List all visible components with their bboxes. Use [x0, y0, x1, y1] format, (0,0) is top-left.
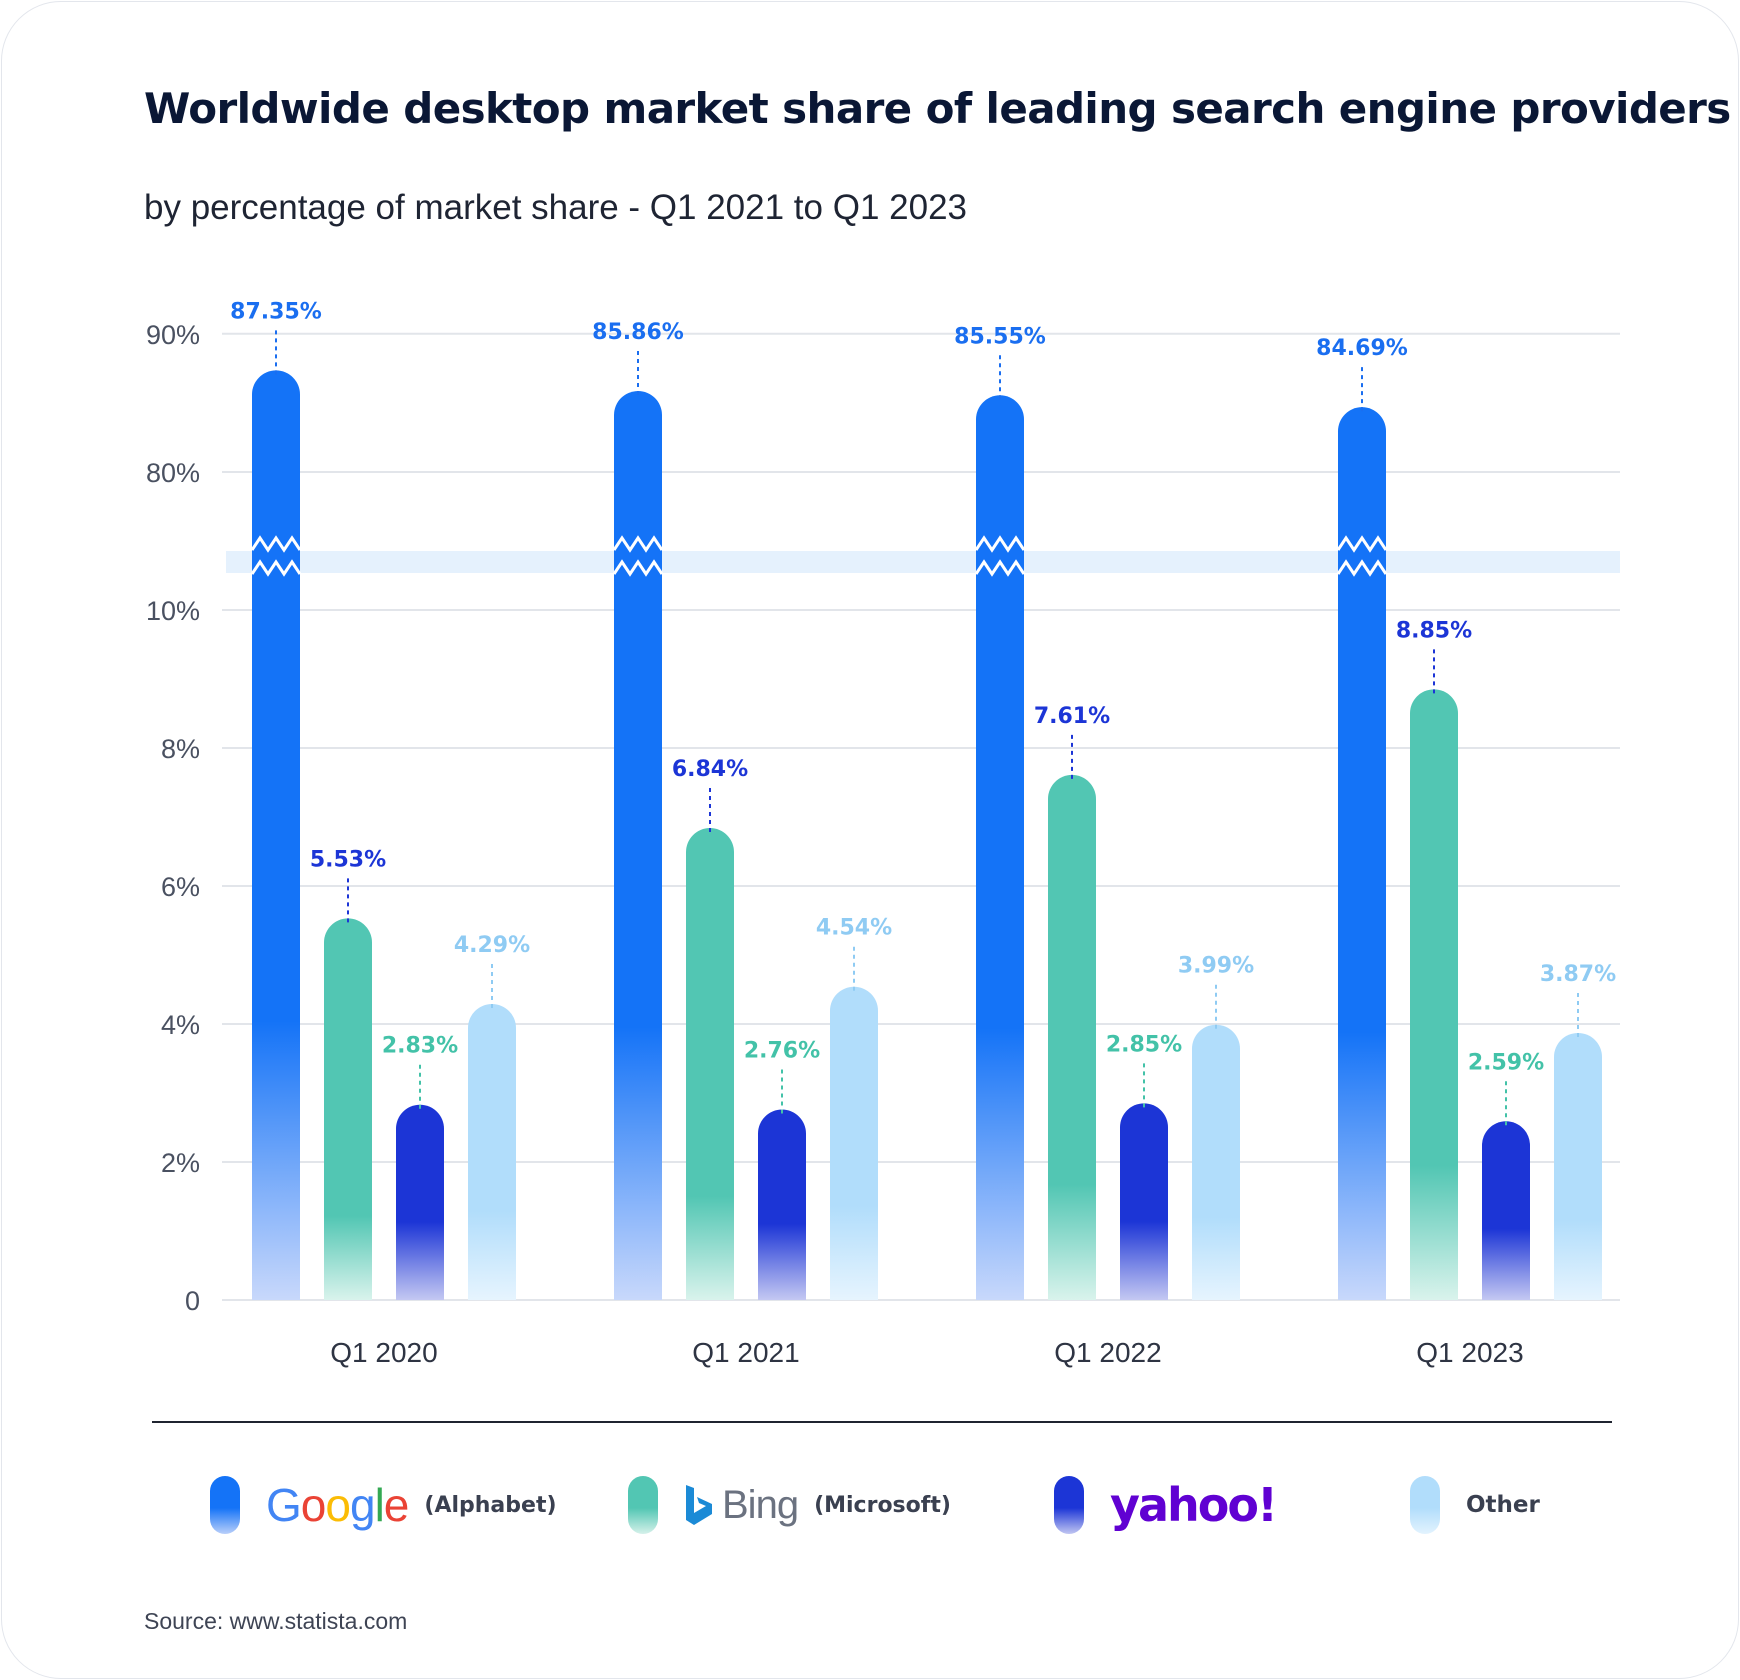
chart-subtitle: by percentage of market share - Q1 2021 … [144, 188, 967, 227]
value-label-google-q1-2022: 85.55% [954, 324, 1046, 349]
bar-yahoo-q1-2023 [1482, 1121, 1530, 1300]
legend-swatch-bing [628, 1476, 658, 1534]
legend-swatch-google [210, 1476, 240, 1534]
gridlines [222, 332, 1620, 1301]
legend: Google (Alphabet) Bing (Microsoft) yahoo… [0, 1470, 1740, 1540]
y-tick-label: 2% [161, 1148, 200, 1178]
value-labels: 87.35% 5.53% 2.83% 4.29% 85.86% 6.84% 2.76% 4.5… [230, 299, 1616, 1128]
axis-break-mark [612, 535, 664, 553]
bar-yahoo-q1-2020 [396, 1104, 444, 1300]
x-tick-q1-2022: Q1 2022 [1054, 1337, 1161, 1368]
bar-bing-q1-2023 [1410, 689, 1458, 1300]
axis-break-mark [974, 559, 1026, 577]
value-label-other-q1-2020: 4.29% [454, 933, 530, 958]
bar-google-q1-2022 [976, 395, 1024, 1300]
legend-item-google: Google (Alphabet) [210, 1470, 557, 1540]
x-tick-q1-2020: Q1 2020 [330, 1337, 437, 1368]
value-label-other-q1-2021: 4.54% [816, 916, 892, 941]
bar-other-q1-2021 [830, 986, 878, 1300]
x-tick-q1-2021: Q1 2021 [692, 1337, 799, 1368]
value-label-bing-q1-2023: 8.85% [1396, 618, 1472, 643]
value-label-google-q1-2023: 84.69% [1316, 336, 1408, 361]
value-label-bing-q1-2020: 5.53% [310, 847, 386, 872]
bar-yahoo-q1-2021 [758, 1109, 806, 1300]
y-tick-label: 10% [146, 596, 200, 626]
bar-google-q1-2020 [252, 370, 300, 1301]
y-tick-label: 90% [146, 320, 200, 350]
bar-google-q1-2023 [1338, 407, 1386, 1300]
value-label-yahoo-q1-2021: 2.76% [744, 1039, 820, 1064]
legend-item-other: Other [1410, 1470, 1540, 1540]
yahoo-logo: yahoo! [1110, 1478, 1278, 1532]
legend-divider [152, 1421, 1612, 1423]
chart-title: Worldwide desktop market share of leadin… [144, 84, 1731, 133]
value-label-bing-q1-2021: 6.84% [672, 757, 748, 782]
value-label-other-q1-2022: 3.99% [1178, 954, 1254, 979]
bar-bing-q1-2021 [686, 828, 734, 1300]
google-logo: Google [266, 1479, 409, 1531]
bar-yahoo-q1-2022 [1120, 1103, 1168, 1300]
bar-other-q1-2023 [1554, 1032, 1602, 1300]
legend-swatch-other [1410, 1476, 1440, 1534]
value-label-other-q1-2023: 3.87% [1540, 962, 1616, 987]
legend-label-other: Other [1466, 1492, 1540, 1518]
axis-break-mark [974, 535, 1026, 553]
bars [250, 370, 1602, 1301]
x-axis-ticks: Q1 2020 Q1 2021 Q1 2022 Q1 2023 [330, 1337, 1523, 1368]
axis-break-mark [1336, 535, 1388, 553]
axis-break-mark [250, 559, 302, 577]
axis-break-mark [612, 559, 664, 577]
bar-chart: 0 2% 4% 6% 8% 10% 80% 90% 87.35% 5.53% 2.83% 4.29%… [146, 299, 1620, 1368]
bar-bing-q1-2022 [1048, 774, 1096, 1300]
legend-item-bing: Bing (Microsoft) [628, 1470, 951, 1540]
value-label-google-q1-2020: 87.35% [230, 299, 322, 324]
y-tick-label: 6% [161, 872, 200, 902]
x-tick-q1-2023: Q1 2023 [1416, 1337, 1523, 1368]
value-label-yahoo-q1-2023: 2.59% [1468, 1050, 1544, 1075]
bar-other-q1-2020 [468, 1003, 516, 1300]
y-tick-label: 4% [161, 1010, 200, 1040]
value-label-yahoo-q1-2020: 2.83% [382, 1034, 458, 1059]
y-axis-ticks: 0 2% 4% 6% 8% 10% 80% 90% [146, 320, 200, 1316]
bing-icon [686, 1485, 712, 1525]
bar-bing-q1-2020 [324, 918, 372, 1300]
y-tick-label: 8% [161, 734, 200, 764]
bar-google-q1-2021 [614, 391, 662, 1300]
legend-sub-google: (Alphabet) [424, 1492, 557, 1518]
axis-break-band [226, 551, 1620, 573]
axis-break-mark [250, 535, 302, 553]
bar-other-q1-2022 [1192, 1024, 1240, 1300]
y-tick-label: 0 [185, 1286, 200, 1316]
axis-break-mark [1336, 559, 1388, 577]
legend-swatch-yahoo [1054, 1476, 1084, 1534]
value-label-yahoo-q1-2022: 2.85% [1106, 1032, 1182, 1057]
source-note: Source: www.statista.com [144, 1608, 408, 1634]
y-tick-label: 80% [146, 458, 200, 488]
value-label-google-q1-2021: 85.86% [592, 320, 684, 345]
legend-item-yahoo: yahoo! [1054, 1470, 1278, 1540]
legend-sub-bing: (Microsoft) [814, 1492, 951, 1518]
value-label-bing-q1-2022: 7.61% [1034, 704, 1110, 729]
bing-logo: Bing [722, 1482, 799, 1527]
